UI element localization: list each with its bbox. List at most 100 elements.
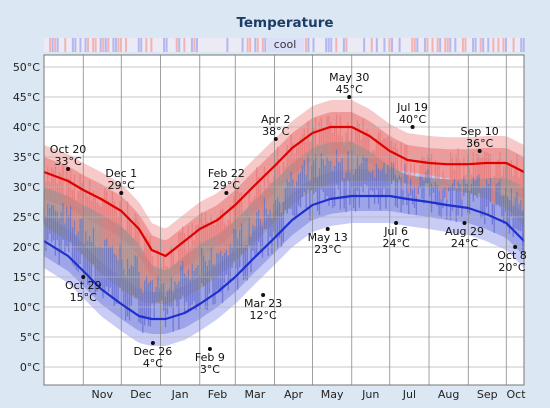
season-bar-segment (388, 38, 391, 52)
extreme-point (410, 125, 415, 129)
season-bar-segment (479, 38, 482, 52)
season-bar-segment (226, 38, 229, 52)
extreme-point (394, 221, 399, 225)
y-tick-label: 15°C (13, 271, 40, 284)
y-tick-label: 35°C (13, 151, 40, 164)
annotation-date: Mar 23 (244, 297, 282, 310)
season-bar-segment (454, 38, 457, 52)
season-bar-segment (472, 38, 475, 52)
normal-high-line (43, 125, 525, 258)
season-bar-segment (522, 38, 525, 52)
plot-area (43, 54, 525, 386)
season-bar-segment (54, 38, 57, 52)
annotation-date: Aug 29 (445, 225, 484, 238)
annotation-date: Oct 8 (497, 249, 527, 262)
annotation-temp: 45°C (336, 83, 363, 96)
season-bar-segment (474, 38, 477, 52)
season-bar-segment (426, 38, 429, 52)
x-tick-label: Mar (244, 388, 265, 401)
season-bar-label-bg (266, 38, 304, 52)
season-bar-segment (482, 38, 485, 52)
season-bar-segment (505, 38, 508, 52)
season-bar-segment (446, 38, 449, 52)
daily-range-bars (43, 112, 524, 334)
season-bar-segment (74, 38, 77, 52)
season-bar-segment (49, 38, 52, 52)
x-axis: Nov Dec Jan Feb Mar Apr May Jun Jul Aug Sep Oct (92, 388, 527, 401)
annotation-temp: 23°C (314, 243, 341, 256)
season-bar-segment (246, 38, 249, 52)
annotation-temp: 20°C (498, 261, 525, 274)
annotation-temp: 4°C (143, 357, 163, 370)
season-bar-segment (112, 38, 115, 52)
season-bar-segment (261, 38, 264, 52)
season-bar-segment (107, 38, 110, 52)
season-bar-segment (502, 38, 505, 52)
normal-range-band (44, 142, 524, 304)
season-bar-segment (431, 38, 434, 52)
y-tick-label: 20°C (13, 241, 40, 254)
season-bar-segment (254, 38, 257, 52)
normal-low-line (43, 194, 525, 321)
season-bar-segment (102, 38, 105, 52)
annotation-date: Jul 6 (383, 225, 408, 238)
season-bar-segment (497, 38, 500, 52)
season-bar-segment (119, 38, 122, 52)
extreme-point (81, 275, 86, 279)
extreme-point (207, 347, 212, 351)
season-bar-segment (183, 38, 186, 52)
annotation-temp: 40°C (399, 113, 426, 126)
season-bar (44, 38, 525, 52)
season-bar-segment (87, 38, 90, 52)
annotation-date: Jul 19 (396, 101, 428, 114)
low-band-inner (44, 181, 524, 334)
annotation-date: Dec 26 (134, 345, 173, 358)
season-bar-segment (439, 38, 442, 52)
y-tick-label: 45°C (13, 91, 40, 104)
season-bar-segment (520, 38, 523, 52)
season-bar-segment (92, 38, 95, 52)
high-band-inner (44, 112, 524, 271)
season-bar-segment (64, 38, 67, 52)
season-bar-segment (178, 38, 181, 52)
season-bar-segment (195, 38, 198, 52)
x-tick-label: Feb (208, 388, 227, 401)
season-bar-segment (398, 38, 401, 52)
chart-title: Temperature (236, 15, 333, 31)
x-tick-label: Nov (92, 388, 114, 401)
season-bar-segment (163, 38, 166, 52)
season-bar-segment (99, 38, 102, 52)
season-bar-segment (137, 38, 140, 52)
season-bar-segment (264, 38, 267, 52)
season-bar-segment (117, 38, 120, 52)
season-bar-segment (125, 38, 128, 52)
plot-border (43, 54, 525, 386)
season-bar-segment (391, 38, 394, 52)
season-bar-segment (413, 38, 416, 52)
season-bar-segment (94, 38, 97, 52)
season-bar-segment (512, 38, 515, 52)
season-bar-segment (461, 38, 464, 52)
y-tick-label: 25°C (13, 211, 40, 224)
extreme-point (273, 137, 278, 141)
y-tick-label: 0°C (20, 361, 40, 374)
x-tick-label: Oct (506, 388, 526, 401)
annotation-date: Feb 22 (208, 167, 245, 180)
extreme-point (325, 227, 330, 231)
y-tick-label: 50°C (13, 61, 40, 74)
annotation-temp: 24°C (451, 237, 478, 250)
season-bar-segment (370, 38, 373, 52)
annotation-temp: 33°C (54, 155, 81, 168)
y-tick-label: 40°C (13, 121, 40, 134)
season-bar-segment (383, 38, 386, 52)
annotation-temp: 24°C (382, 237, 409, 250)
season-bar-segment (145, 38, 148, 52)
extreme-point (150, 341, 155, 345)
x-tick-label: Apr (284, 388, 304, 401)
season-bar-segment (79, 38, 82, 52)
season-bar-segment (56, 38, 59, 52)
season-bar-segment (71, 38, 74, 52)
annotation-date: Sep 10 (461, 125, 499, 138)
extreme-point (347, 95, 352, 99)
